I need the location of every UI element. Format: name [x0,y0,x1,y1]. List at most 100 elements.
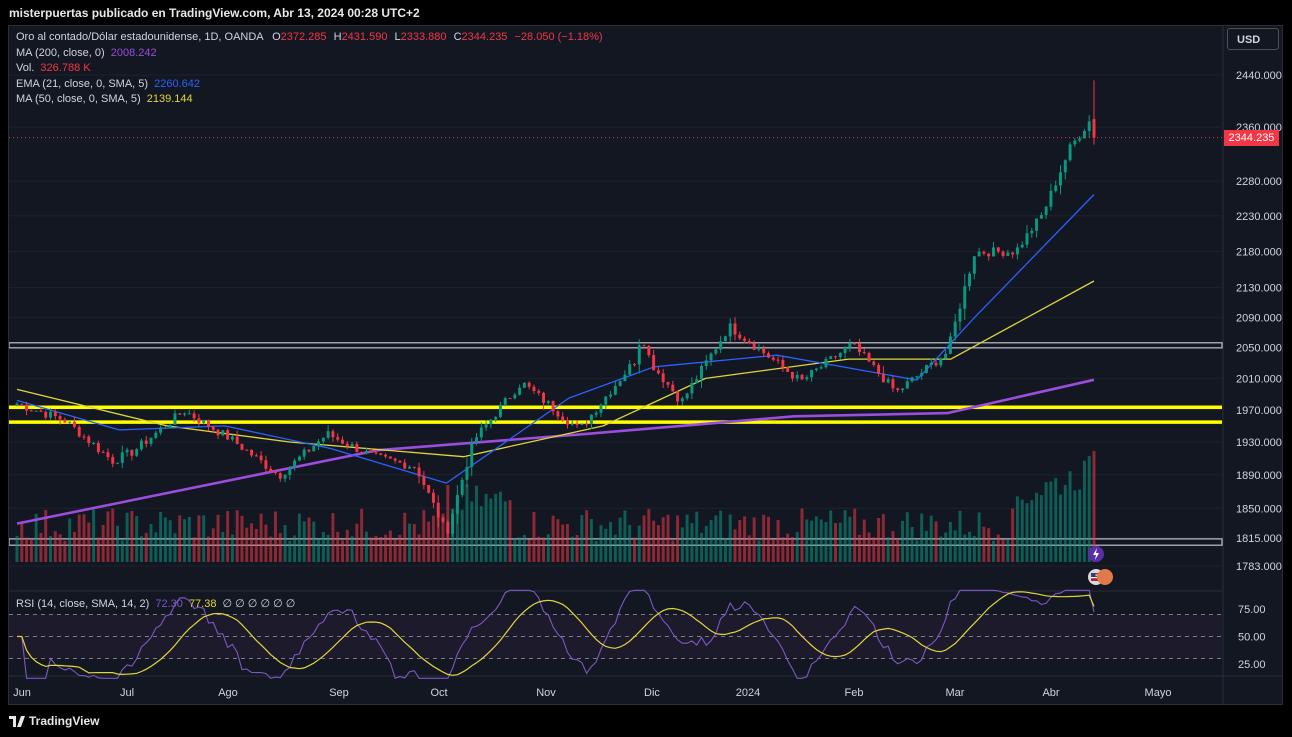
price-candles [16,80,1096,540]
candle-body [729,323,732,336]
volume-bar [719,511,722,562]
volume-bar [116,526,119,562]
tradingview-logo-text: TradingView [29,714,99,728]
candle-body [164,428,167,429]
candle-body [829,356,832,359]
ohlc-close: 2344.235 [462,31,508,43]
candle [1059,165,1062,194]
volume-bar [274,512,277,562]
candle-body [891,379,894,388]
candle [595,411,598,418]
legend-ma200-row[interactable]: MA (200, close, 0) 2008.242 [16,47,157,59]
volume-bar [848,517,851,562]
candle-body [504,398,507,405]
volume-bar [829,510,832,562]
rsi-tick-label: 50.00 [1238,632,1266,644]
candle-body [647,346,650,355]
volume-bar [39,533,42,562]
candle [1049,184,1052,211]
candle-body [528,383,531,387]
candle [504,397,507,406]
price-tick-label: 1783.000 [1236,561,1282,573]
candle-body [949,336,952,353]
volume-bar [264,524,267,562]
volume-bar [111,509,114,562]
volume-bar [1035,493,1038,562]
candle [738,332,741,341]
volume-bar [1078,490,1081,562]
currency-button[interactable]: USD [1227,28,1279,50]
volume-bar [628,525,631,562]
candle [489,419,492,428]
volume-bar [183,519,186,562]
candle-body [571,424,574,425]
volume-bar [954,530,957,562]
volume-bar [887,537,890,562]
candle [150,438,153,447]
candle-body [824,359,827,367]
volume-bar [135,516,138,562]
candle-body [1002,252,1005,256]
volume-bar [54,531,57,562]
symbol-name[interactable]: Oro al contado/Dólar estadounidense, 1D,… [16,31,263,43]
candle-body [298,457,301,461]
candle-body [939,359,942,366]
price-tick-label: 2010.000 [1236,373,1282,385]
candle [217,429,220,439]
candle [748,338,751,344]
candle [580,423,583,425]
candle-body [911,377,914,381]
candle-body [231,436,234,439]
volume-bar [987,528,990,562]
candle-body [145,441,148,444]
volume-bar [336,532,339,562]
candle [671,381,674,392]
candle [805,375,808,381]
candle [1088,115,1091,137]
candle-body [355,444,358,452]
volume-bar [489,499,492,562]
candle [260,451,263,463]
candle [705,355,708,370]
volume-bar [777,520,780,562]
candle [97,441,100,455]
candle [317,439,320,450]
candle [518,384,521,395]
candle-body [887,379,890,382]
volume-bar [20,521,23,562]
volume-bar [1059,494,1062,562]
candle-body [83,436,86,437]
volume-bar [322,532,325,562]
event-marker-icon[interactable] [1097,569,1113,585]
candle-body [657,370,660,373]
candle [839,352,842,359]
candle [288,466,291,480]
ma200-value: 2008.242 [111,47,157,59]
volume-bar [738,520,741,562]
candle-body [848,343,851,347]
candle-body [963,286,966,308]
candle-body [667,382,670,385]
volume-bar [1026,503,1029,562]
candle [734,317,737,340]
candle-body [1088,121,1091,131]
legend-volume-row[interactable]: Vol. 326.788 K [16,62,91,74]
volume-bar [547,534,550,562]
candle-body [422,476,425,485]
legend-ema21-row[interactable]: EMA (21, close, 0, SMA, 5) 2260.642 [16,78,200,90]
lightning-icon[interactable] [1088,546,1104,562]
candle-body [308,450,311,452]
volume-bar [705,526,708,562]
volume-bar [193,537,196,562]
volume-bar [480,506,483,562]
candle-body [1006,253,1009,256]
legend-ma50-row[interactable]: MA (50, close, 0, SMA, 5) 2139.144 [16,93,193,105]
volume-bar [197,515,200,562]
candle-body [935,363,938,366]
volume-bar [121,540,124,562]
candle-body [446,522,449,534]
volume-bar [896,539,899,562]
legend-rsi-row[interactable]: RSI (14, close, SMA, 14, 2) 72.30 77.38 … [16,597,295,610]
time-tick-label: Nov [536,687,556,699]
volume-bar [523,535,526,562]
